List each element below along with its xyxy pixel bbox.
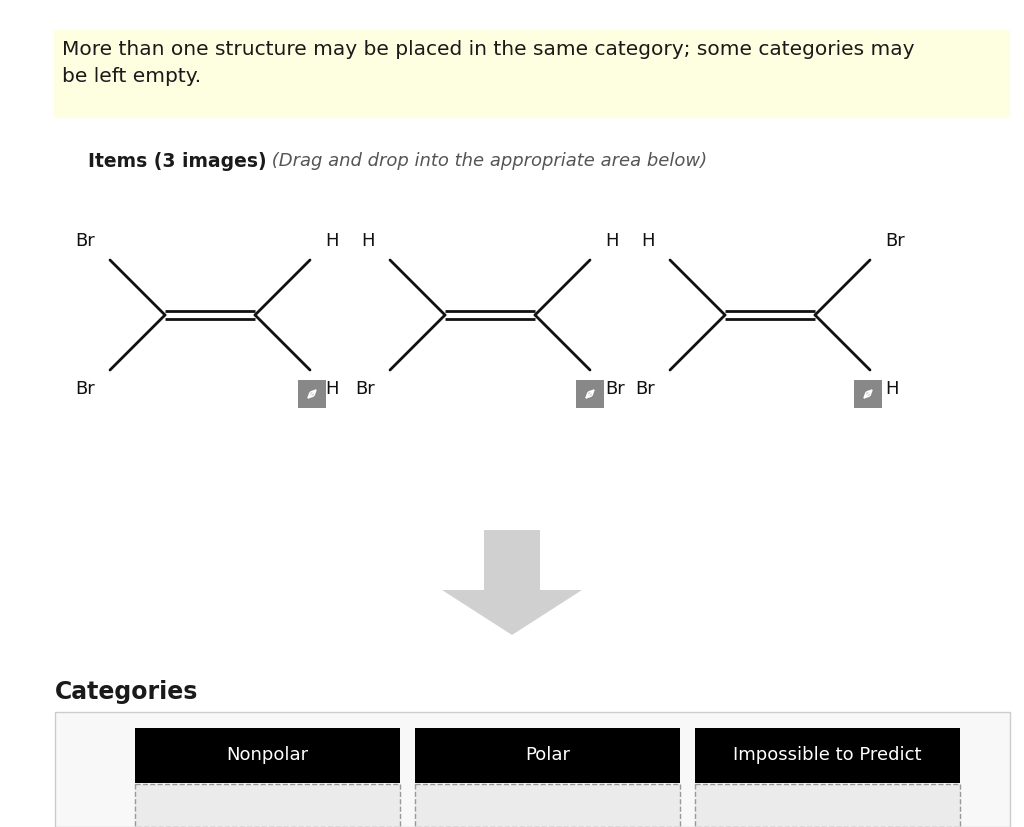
Text: (Drag and drop into the appropriate area below): (Drag and drop into the appropriate area… [266, 152, 708, 170]
Text: Br: Br [605, 380, 625, 398]
FancyBboxPatch shape [854, 380, 882, 408]
FancyBboxPatch shape [415, 784, 680, 827]
Text: Nonpolar: Nonpolar [226, 747, 308, 764]
FancyBboxPatch shape [695, 784, 961, 827]
Text: Br: Br [635, 380, 655, 398]
Text: Polar: Polar [525, 747, 570, 764]
FancyBboxPatch shape [54, 30, 1010, 118]
Text: H: H [325, 380, 339, 398]
Text: H: H [325, 232, 339, 250]
Text: Br: Br [355, 380, 375, 398]
FancyBboxPatch shape [575, 380, 604, 408]
Text: More than one structure may be placed in the same category; some categories may
: More than one structure may be placed in… [62, 40, 914, 86]
Text: Br: Br [75, 380, 95, 398]
FancyBboxPatch shape [135, 784, 400, 827]
Text: H: H [361, 232, 375, 250]
Text: H: H [885, 380, 898, 398]
Text: Br: Br [75, 232, 95, 250]
Text: Categories: Categories [55, 680, 199, 704]
Polygon shape [442, 530, 582, 635]
FancyBboxPatch shape [135, 728, 400, 783]
FancyBboxPatch shape [695, 728, 961, 783]
Text: Br: Br [885, 232, 905, 250]
Text: H: H [605, 232, 618, 250]
Text: Impossible to Predict: Impossible to Predict [733, 747, 922, 764]
FancyBboxPatch shape [298, 380, 326, 408]
FancyBboxPatch shape [415, 728, 680, 783]
Text: Items (3 images): Items (3 images) [88, 152, 266, 171]
Text: H: H [641, 232, 655, 250]
FancyBboxPatch shape [55, 712, 1010, 827]
